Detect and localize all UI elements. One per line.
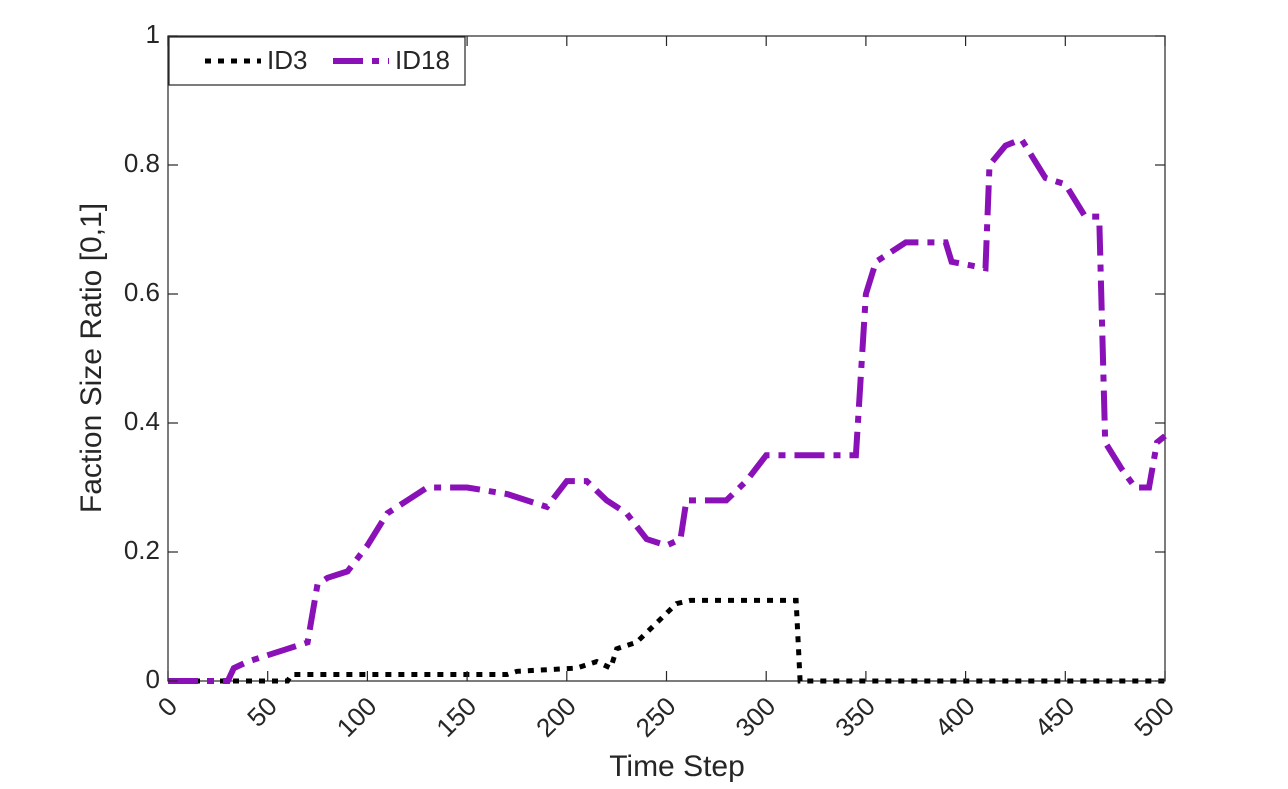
y-tick-label: 1	[146, 19, 160, 49]
x-tick-label: 50	[241, 691, 283, 733]
y-tick-label: 0.4	[124, 406, 160, 436]
legend-label: ID3	[267, 45, 307, 75]
y-tick-label: 0.8	[124, 148, 160, 178]
x-tick-label: 350	[829, 691, 881, 743]
legend: ID3 ID18	[168, 36, 466, 86]
y-tick-label: 0	[146, 664, 160, 694]
x-tick-label: 500	[1128, 691, 1180, 743]
y-tick-label: 0.6	[124, 277, 160, 307]
x-tick-label: 300	[729, 691, 781, 743]
y-axis-label: Faction Size Ratio [0,1]	[75, 203, 108, 513]
x-tick-label: 400	[929, 691, 981, 743]
x-axis-label: Time Step	[609, 750, 745, 783]
x-tick-label: 250	[630, 691, 682, 743]
x-tick-label: 0	[152, 691, 183, 722]
plot-area	[168, 135, 1167, 684]
x-tick-label: 100	[331, 691, 383, 743]
legend-label: ID18	[395, 45, 450, 75]
x-tick-label: 450	[1029, 691, 1081, 743]
x-tick-label: 150	[430, 691, 482, 743]
data-line	[168, 135, 1167, 684]
data-line	[168, 597, 1165, 684]
y-tick-label: 0.2	[124, 535, 160, 565]
x-tick-label: 200	[530, 691, 582, 743]
plot-box	[167, 35, 1166, 682]
